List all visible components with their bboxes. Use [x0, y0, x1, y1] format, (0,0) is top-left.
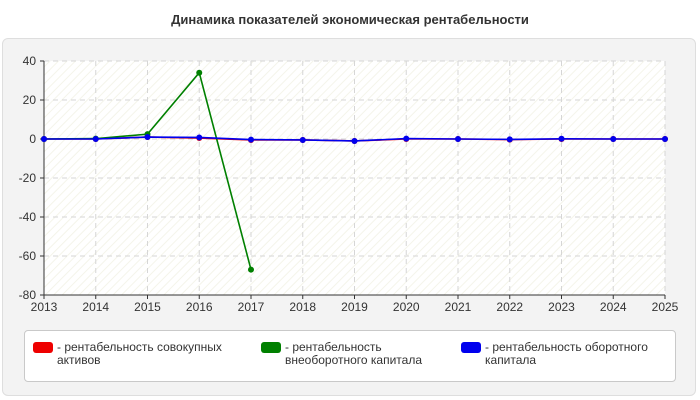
x-tick-label: 2018	[289, 300, 316, 314]
x-tick-label: 2017	[238, 300, 265, 314]
x-tick-label: 2013	[31, 300, 58, 314]
series-2-point	[92, 136, 99, 142]
x-tick-label: 2016	[186, 300, 213, 314]
chart-title: Динамика показателей экономическая рента…	[171, 12, 529, 27]
series-2-point	[506, 136, 513, 143]
y-tick-label: -60	[19, 249, 37, 263]
x-tick-label: 2019	[341, 300, 368, 314]
series-2-point	[558, 135, 565, 142]
series-1-point	[248, 266, 254, 273]
legend-label-working-capital: - рентабельность оборотного капитала	[485, 340, 648, 367]
y-tick-label: -20	[19, 171, 37, 185]
x-tick-label: 2014	[82, 300, 109, 314]
series-2-point	[662, 136, 668, 142]
x-tick-label: 2020	[393, 300, 420, 314]
y-tick-label: -40	[19, 210, 37, 224]
series-2-point	[403, 135, 410, 142]
x-tick-label: 2024	[600, 300, 627, 314]
series-2-point	[41, 136, 47, 142]
legend-swatch-noncurrent-capital	[261, 342, 281, 353]
legend-label-noncurrent-capital: - рентабельность внеоборотного капитала	[285, 340, 422, 367]
x-tick-label: 2021	[445, 300, 472, 314]
y-tick-label: 20	[23, 93, 37, 107]
y-tick-label: -80	[19, 288, 37, 302]
series-2-point	[248, 136, 254, 143]
x-tick-label: 2015	[134, 300, 161, 314]
legend-label-total-assets: - рентабельность совокупных активов	[57, 340, 222, 367]
series-2-point	[351, 137, 358, 144]
y-tick-label: 40	[23, 54, 37, 68]
legend: - рентабельность совокупных активов - ре…	[24, 330, 676, 382]
x-tick-label: 2022	[496, 300, 523, 314]
x-tick-label: 2025	[652, 300, 679, 314]
legend-item-total-assets[interactable]: - рентабельность совокупных активов	[33, 341, 237, 367]
series-2-point	[144, 134, 151, 141]
x-tick-label: 2023	[548, 300, 575, 314]
series-1-point	[196, 69, 203, 76]
legend-swatch-total-assets	[33, 342, 53, 353]
series-2-point	[610, 136, 617, 142]
legend-item-noncurrent-capital[interactable]: - рентабельность внеоборотного капитала	[261, 341, 450, 367]
series-2-point	[299, 136, 306, 143]
legend-swatch-working-capital	[461, 342, 481, 353]
series-2-point	[196, 134, 203, 141]
y-tick-label: 0	[29, 132, 36, 146]
legend-item-working-capital[interactable]: - рентабельность оборотного капитала	[461, 341, 665, 367]
series-2-point	[455, 136, 461, 142]
